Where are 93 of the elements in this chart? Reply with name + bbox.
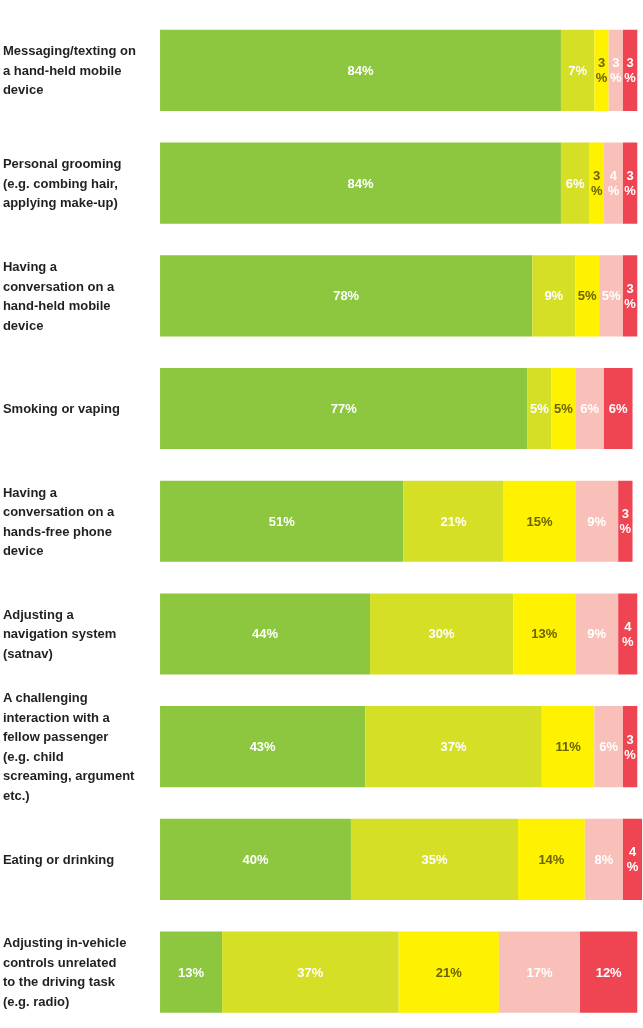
data-label: 9%	[587, 513, 607, 529]
data-label: 51%	[268, 513, 296, 529]
data-label: 3%	[624, 55, 637, 86]
y-tick-label: Messaging/texting on a hand-held mobile device	[2, 43, 136, 98]
y-tick-label: A challenging interaction with a fellow passenger (e.g. child screaming, argument etc.)	[2, 690, 136, 803]
data-label: 43%	[249, 739, 277, 755]
data-label: 6%	[599, 739, 619, 755]
bar	[594, 29, 609, 111]
bar	[160, 706, 366, 788]
bar	[365, 706, 542, 788]
data-label: 15%	[526, 513, 553, 529]
data-label: 77%	[330, 401, 358, 417]
y-tick-label: Having a conversation on a hands-free phone device	[2, 484, 115, 559]
bar	[498, 931, 581, 1013]
bar	[160, 593, 371, 675]
data-label: 3%	[595, 55, 608, 86]
data-label: 5%	[553, 401, 574, 417]
bar	[160, 255, 533, 337]
data-label: 6%	[608, 401, 629, 417]
data-label: 3%	[624, 731, 637, 762]
bar	[622, 818, 643, 900]
bar	[603, 367, 633, 450]
data-label: 6%	[565, 175, 586, 191]
bar	[517, 818, 585, 900]
bar	[503, 480, 576, 562]
data-label: 3%	[590, 168, 603, 199]
bar	[513, 593, 576, 675]
data-label: 3%	[624, 168, 637, 199]
data-label: 21%	[440, 513, 467, 529]
data-label: 44%	[252, 626, 279, 642]
bar	[560, 29, 595, 111]
data-label: 13%	[531, 626, 558, 642]
data-label: 30%	[428, 626, 456, 642]
bar	[160, 480, 404, 562]
bar	[584, 818, 623, 900]
bar	[560, 142, 590, 224]
bar	[160, 367, 528, 450]
data-label: 3%	[610, 55, 623, 86]
y-tick-label: Adjusting in-vehicle controls unrelated to the driving task (e.g. radio)	[2, 935, 127, 1009]
data-label: 7%	[568, 62, 588, 78]
bar	[618, 480, 633, 562]
bar	[532, 255, 576, 337]
data-label: 8%	[594, 851, 614, 867]
y-tick-label: Personal grooming (e.g. combing hair, applying make-up)	[2, 156, 122, 211]
data-label: 11%	[555, 739, 582, 755]
bar	[575, 480, 619, 562]
data-label: 21%	[435, 964, 463, 980]
bar	[160, 142, 561, 224]
bar	[541, 706, 595, 788]
data-label: 37%	[297, 964, 324, 980]
bar	[575, 367, 604, 450]
data-label: 37%	[440, 739, 467, 755]
bar	[160, 818, 351, 900]
bar	[551, 367, 576, 450]
data-label: 5%	[601, 288, 621, 304]
bar	[160, 29, 561, 111]
bar	[599, 255, 623, 337]
bar	[618, 593, 638, 675]
bar	[603, 142, 623, 224]
bar	[403, 480, 504, 562]
bar	[575, 593, 619, 675]
y-tick-label: Having a conversation on a hand-held mobile device	[2, 259, 115, 333]
data-label: 17%	[526, 964, 553, 980]
y-tick-label: Eating or drinking	[2, 851, 115, 867]
data-label: 78%	[333, 288, 360, 304]
data-label: 40%	[242, 851, 269, 867]
bar	[160, 931, 223, 1013]
data-label: 3%	[624, 280, 637, 311]
bar	[580, 931, 638, 1013]
bar	[594, 706, 623, 788]
data-label: 4%	[607, 168, 620, 199]
data-label: 84%	[347, 62, 374, 78]
bar	[350, 818, 518, 900]
bar	[575, 255, 600, 337]
data-label: 14%	[538, 851, 565, 867]
bar	[222, 931, 399, 1013]
data-label: 3%	[619, 506, 632, 537]
data-label: 35%	[421, 851, 448, 867]
y-tick-label: Adjusting a navigation system (satnav)	[2, 606, 117, 661]
y-tick-label: Smoking or vaping	[2, 401, 120, 417]
data-label: 84%	[347, 175, 374, 191]
data-label: 12%	[595, 964, 623, 980]
bar	[370, 593, 514, 675]
data-label: 6%	[580, 401, 600, 417]
data-label: 9%	[587, 626, 607, 642]
data-label: 5%	[530, 401, 550, 417]
data-label: 4%	[626, 844, 639, 875]
data-label: 9%	[544, 288, 564, 304]
data-label: 4%	[621, 618, 634, 649]
data-label: 13%	[178, 964, 205, 980]
data-label: 5%	[577, 288, 598, 304]
bar	[398, 931, 499, 1013]
bar	[527, 367, 552, 450]
